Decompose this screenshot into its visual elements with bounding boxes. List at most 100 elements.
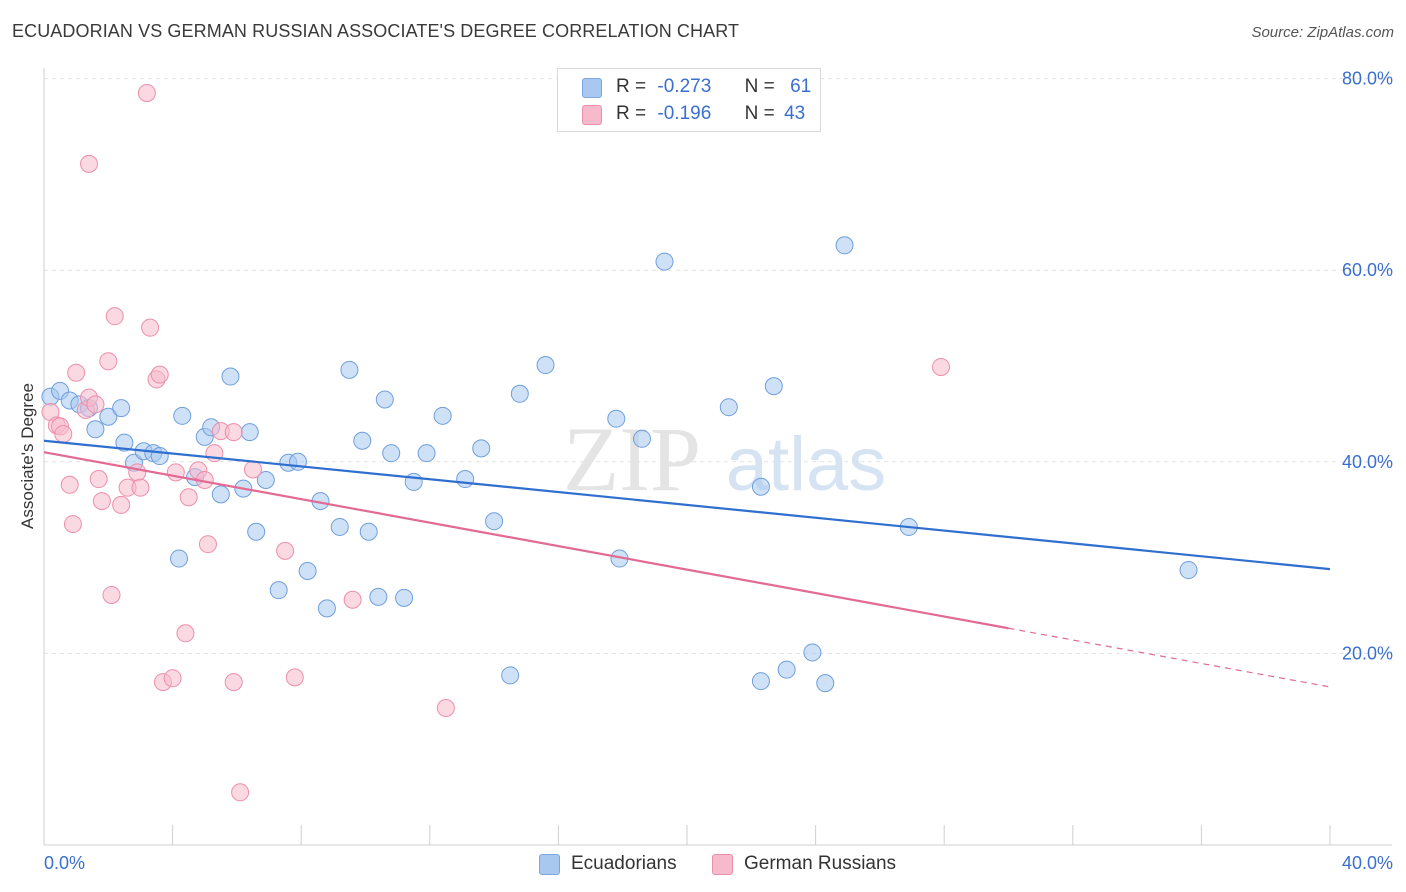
tick-labels: 20.0% 40.0% 60.0% 80.0% 0.0% 40.0% bbox=[44, 69, 1393, 873]
point-german-russians bbox=[86, 395, 105, 414]
trend-line-ecuadorians bbox=[43, 439, 1331, 571]
y-axis-title: Associate's Degree bbox=[18, 383, 37, 529]
point-ecuadorians bbox=[777, 660, 796, 679]
point-ecuadorians bbox=[150, 447, 169, 466]
legend-swatch-blue bbox=[582, 78, 602, 98]
point-ecuadorians bbox=[359, 522, 378, 541]
point-german-russians bbox=[343, 590, 362, 609]
grid-lines bbox=[44, 78, 1392, 654]
point-ecuadorians bbox=[330, 517, 349, 536]
stats-legend: R = -0.273 N = 61 R = -0.196 N = 43 bbox=[557, 68, 821, 132]
point-ecuadorians bbox=[173, 406, 192, 425]
point-german-russians bbox=[131, 478, 150, 497]
point-ecuadorians bbox=[221, 367, 240, 386]
point-ecuadorians bbox=[317, 599, 336, 618]
n-value-german-russians: 43 bbox=[784, 103, 806, 124]
point-german-russians bbox=[176, 624, 195, 643]
x-tick-label: 0.0% bbox=[44, 853, 85, 873]
point-german-russians bbox=[243, 460, 262, 479]
point-ecuadorians bbox=[803, 643, 822, 662]
point-ecuadorians bbox=[99, 407, 118, 426]
point-ecuadorians bbox=[501, 666, 520, 685]
point-german-russians bbox=[141, 318, 160, 337]
point-ecuadorians bbox=[816, 674, 835, 693]
point-german-russians bbox=[224, 673, 243, 692]
point-ecuadorians bbox=[269, 581, 288, 600]
point-german-russians bbox=[137, 83, 156, 102]
point-ecuadorians bbox=[472, 439, 491, 458]
point-german-russians bbox=[128, 463, 147, 482]
trend-line-german-russians bbox=[43, 451, 1009, 630]
point-ecuadorians bbox=[1179, 561, 1198, 580]
point-ecuadorians bbox=[607, 409, 626, 428]
legend-text: R = -0.196 N = 43 bbox=[616, 103, 806, 124]
point-ecuadorians bbox=[632, 429, 651, 448]
watermark-zip: ZIP bbox=[563, 408, 701, 510]
point-german-russians bbox=[931, 357, 950, 376]
point-ecuadorians bbox=[375, 390, 394, 409]
point-ecuadorians bbox=[536, 356, 555, 375]
bottom-legend-swatch-blue bbox=[539, 854, 560, 875]
point-ecuadorians bbox=[86, 420, 105, 439]
point-german-russians bbox=[54, 425, 73, 444]
point-german-russians bbox=[102, 585, 121, 604]
point-ecuadorians bbox=[485, 512, 504, 531]
watermark-atlas: atlas bbox=[726, 422, 887, 507]
r-value-german-russians: -0.196 bbox=[657, 103, 712, 124]
y-tick-label: 40.0% bbox=[1342, 452, 1393, 472]
point-german-russians bbox=[198, 535, 217, 554]
point-ecuadorians bbox=[211, 485, 230, 504]
trend-line-german-russians-dashed bbox=[1008, 627, 1331, 688]
n-value-ecuadorians: 61 bbox=[790, 76, 812, 97]
point-ecuadorians bbox=[719, 398, 738, 417]
point-ecuadorians bbox=[395, 588, 414, 607]
point-german-russians bbox=[99, 352, 118, 371]
point-german-russians bbox=[285, 668, 304, 687]
bottom-legend-label: Ecuadorians bbox=[571, 853, 677, 874]
axes bbox=[43, 68, 1392, 846]
point-ecuadorians bbox=[112, 399, 131, 418]
point-german-russians bbox=[231, 783, 250, 802]
point-ecuadorians bbox=[417, 444, 436, 463]
point-german-russians bbox=[89, 470, 108, 489]
point-german-russians bbox=[436, 699, 455, 718]
trend-lines bbox=[43, 439, 1331, 688]
x-tick-label: 40.0% bbox=[1342, 853, 1393, 873]
point-german-russians bbox=[63, 515, 82, 534]
point-ecuadorians bbox=[456, 470, 475, 489]
point-ecuadorians bbox=[170, 549, 189, 568]
y-tick-label: 20.0% bbox=[1342, 643, 1393, 663]
legend-text: R = -0.273 N = 61 bbox=[616, 76, 812, 97]
point-ecuadorians bbox=[510, 384, 529, 403]
point-german-russians bbox=[67, 363, 86, 382]
point-ecuadorians bbox=[115, 433, 134, 452]
point-ecuadorians bbox=[353, 431, 372, 450]
point-german-russians bbox=[179, 488, 198, 507]
bottom-legend-label: German Russians bbox=[744, 853, 897, 874]
y-tick-label: 60.0% bbox=[1342, 260, 1393, 280]
r-value-ecuadorians: -0.273 bbox=[657, 76, 712, 97]
point-ecuadorians bbox=[764, 377, 783, 396]
point-ecuadorians bbox=[751, 477, 770, 496]
point-german-russians bbox=[163, 669, 182, 688]
point-ecuadorians bbox=[256, 471, 275, 490]
point-ecuadorians bbox=[247, 522, 266, 541]
point-german-russians bbox=[60, 475, 79, 494]
point-ecuadorians bbox=[369, 587, 388, 606]
point-ecuadorians bbox=[835, 236, 854, 255]
data-points bbox=[41, 83, 1198, 802]
point-german-russians bbox=[112, 495, 131, 514]
legend-swatch-pink bbox=[582, 105, 602, 125]
point-ecuadorians bbox=[340, 360, 359, 379]
watermark: ZIP atlas bbox=[563, 408, 886, 510]
point-ecuadorians bbox=[240, 423, 259, 442]
y-tick-label: 80.0% bbox=[1342, 69, 1393, 89]
chart-title: ECUADORIAN VS GERMAN RUSSIAN ASSOCIATE'S… bbox=[12, 21, 740, 41]
point-german-russians bbox=[276, 541, 295, 560]
point-ecuadorians bbox=[382, 444, 401, 463]
point-german-russians bbox=[80, 154, 99, 173]
point-ecuadorians bbox=[751, 672, 770, 691]
source-label: Source: ZipAtlas.com bbox=[1251, 24, 1394, 41]
point-german-russians bbox=[150, 365, 169, 384]
